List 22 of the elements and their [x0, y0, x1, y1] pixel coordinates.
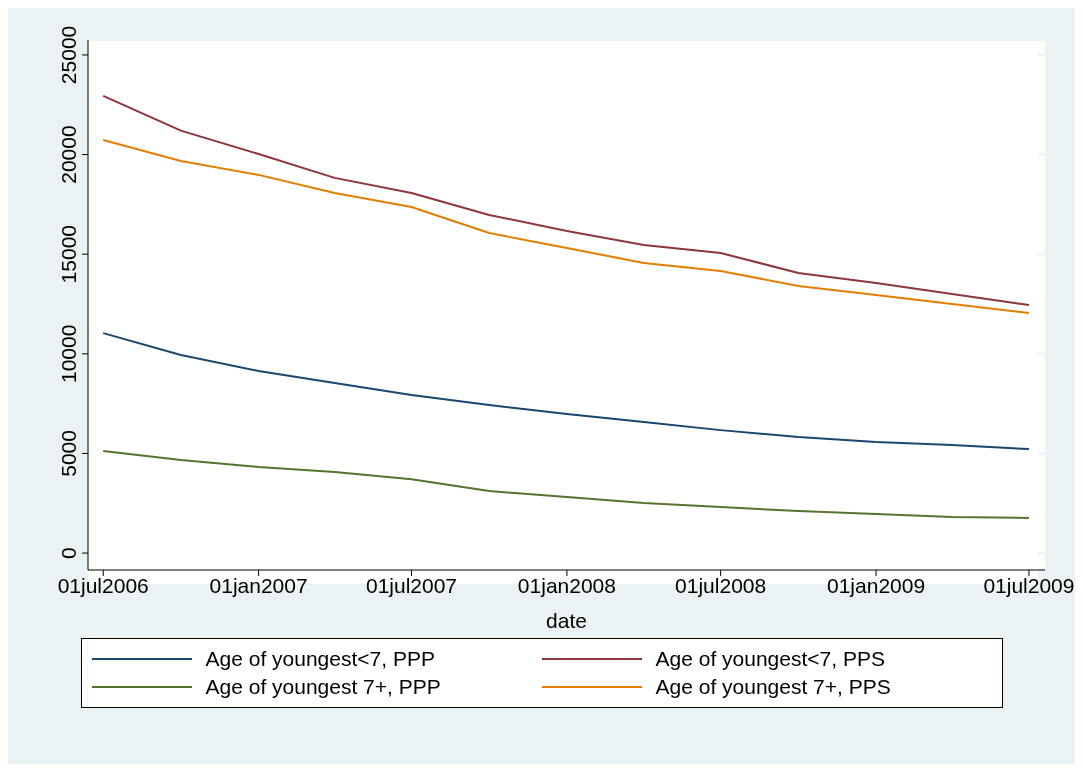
y-tick-label: 15000 [57, 224, 80, 284]
legend-label: Age of youngest 7+, PPP [205, 675, 441, 699]
x-tick-label: 01jan2008 [517, 573, 616, 597]
x-tick-label: 01jul2009 [983, 573, 1075, 597]
x-tick-label: 01jul2007 [365, 573, 458, 597]
y-tick-label: 5000 [57, 430, 80, 477]
y-tick-label: 25000 [57, 25, 80, 85]
x-tick-label: 01jan2007 [209, 573, 308, 597]
legend-label: Age of youngest 7+, PPS [655, 675, 891, 699]
y-tick-label: 20000 [57, 125, 80, 184]
line-series [102, 94, 1030, 306]
legend-label: Age of youngest<7, PPS [655, 647, 885, 671]
x-tick-label: 01jan2009 [827, 573, 926, 597]
line-series [102, 450, 1030, 519]
line-series [102, 139, 1030, 314]
x-axis-title: date [546, 609, 587, 632]
x-tick-label: 01jul2006 [57, 573, 149, 597]
y-tick-label: 10000 [57, 324, 80, 384]
x-tick-label: 01jul2008 [675, 573, 767, 597]
line-series [102, 332, 1030, 451]
legend-label: Age of youngest<7, PPP [205, 647, 435, 671]
y-tick-label: 0 [57, 547, 80, 559]
